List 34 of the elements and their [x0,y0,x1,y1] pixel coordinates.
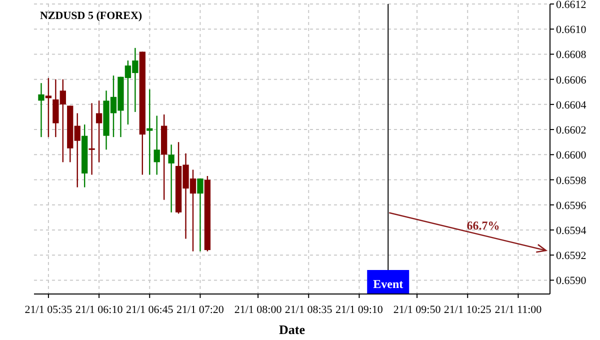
ref-line-label: Event [373,277,404,291]
x-tick-label: 21/1 10:25 [444,304,492,316]
y-tick-label: 0.6606 [556,74,587,86]
x-tick-label: 21/1 06:10 [75,304,124,316]
x-tick-label: 21/1 08:35 [284,304,333,316]
y-tick-label: 0.6610 [556,24,587,36]
x-tick-label: 21/1 06:45 [126,304,174,316]
y-tick-label: 0.6590 [556,275,587,288]
y-tick-label: 0.6604 [556,99,587,112]
text: NZDUSD 5 (FOREX) [40,10,142,22]
candlestick [88,102,95,176]
x-tick-label: 21/1 07:20 [176,304,224,316]
candlestick [45,77,52,138]
y-tick-label: 0.6598 [556,174,587,187]
y-tick-label: 0.6594 [556,224,587,237]
annotation: 66.7% [466,218,500,232]
y-tick-label: 0.6596 [556,200,587,212]
candlestick [168,144,174,213]
x-tick-label: 21/1 09:10 [336,304,384,316]
x-tick-label: 21/1 05:35 [24,304,73,316]
y-tick-label: 0.6608 [556,49,587,62]
y-tick-label: 0.6600 [556,150,587,162]
candlestick [146,88,153,176]
candlestick [154,115,160,176]
x-tick-label: 21/1 09:50 [393,304,442,316]
y-tick-label: 0.6592 [556,250,586,262]
y-tick-label: 0.6602 [556,124,586,137]
candlestick [96,100,102,163]
x-axis-title: Date [279,322,306,337]
candlestick [38,82,44,138]
candlestick [197,178,204,252]
x-tick-label: 21/1 08:00 [234,304,282,316]
y-tick-label: 0.6612 [556,0,586,11]
x-tick-label: 21/1 11:00 [494,304,542,316]
